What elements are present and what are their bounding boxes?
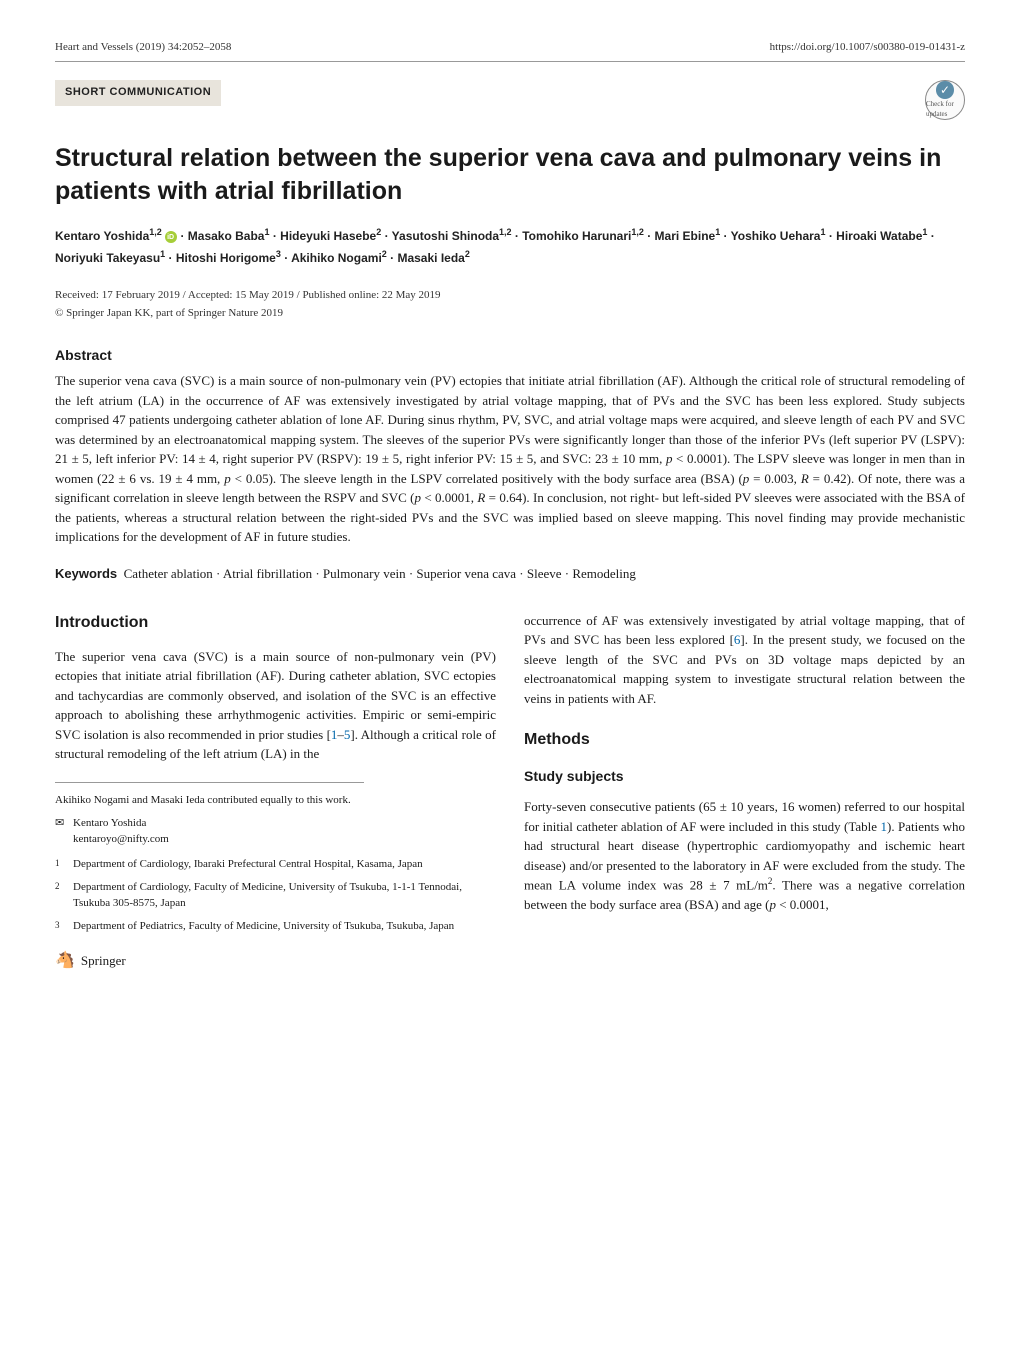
affiliation-1: 1 Department of Cardiology, Ibaraki Pref…: [55, 857, 496, 872]
footnote-divider: [55, 782, 364, 783]
right-column: occurrence of AF was extensively investi…: [524, 611, 965, 973]
affiliation-3: 3 Department of Pediatrics, Faculty of M…: [55, 919, 496, 934]
header-divider: [55, 61, 965, 62]
badge-row: SHORT COMMUNICATION ✓ Check for updates: [55, 80, 965, 120]
two-column-layout: Introduction The superior vena cava (SVC…: [55, 611, 965, 973]
doi-link[interactable]: https://doi.org/10.1007/s00380-019-01431…: [770, 40, 965, 55]
check-label: Check for updates: [926, 100, 964, 120]
copyright-line: © Springer Japan KK, part of Springer Na…: [55, 306, 965, 321]
publication-dates: Received: 17 February 2019 / Accepted: 1…: [55, 288, 965, 303]
abstract-heading: Abstract: [55, 346, 965, 366]
article-title: Structural relation between the superior…: [55, 142, 965, 207]
affil-number: 2: [55, 880, 60, 893]
corresponding-name: Kentaro Yoshida: [73, 817, 146, 829]
affil-number: 1: [55, 857, 60, 870]
author-list: Kentaro Yoshida1,2 · Masako Baba1 · Hide…: [55, 225, 965, 267]
study-subjects-heading: Study subjects: [524, 766, 965, 787]
methods-heading: Methods: [524, 728, 965, 752]
introduction-continued: occurrence of AF was extensively investi…: [524, 611, 965, 709]
article-type-badge: SHORT COMMUNICATION: [55, 80, 221, 105]
contribution-note: Akihiko Nogami and Masaki Ieda contribut…: [55, 793, 496, 808]
corresponding-author: Kentaro Yoshida kentaroyo@nifty.com: [55, 816, 496, 847]
check-icon: ✓: [936, 81, 954, 98]
introduction-paragraph: The superior vena cava (SVC) is a main s…: [55, 647, 496, 764]
study-subjects-paragraph: Forty-seven consecutive patients (65 ± 1…: [524, 797, 965, 914]
introduction-heading: Introduction: [55, 611, 496, 635]
affil-number: 3: [55, 919, 60, 932]
affil-text: Department of Pediatrics, Faculty of Med…: [73, 920, 454, 932]
keywords-label: Keywords: [55, 566, 117, 581]
affil-text: Department of Cardiology, Faculty of Med…: [73, 881, 462, 908]
keywords-line: Keywords Catheter ablation · Atrial fibr…: [55, 565, 965, 583]
publisher-name: Springer: [81, 951, 126, 971]
publisher-logo: 🐴 Springer: [55, 949, 496, 973]
affiliation-2: 2 Department of Cardiology, Faculty of M…: [55, 880, 496, 911]
abstract-body: The superior vena cava (SVC) is a main s…: [55, 371, 965, 547]
corresponding-email[interactable]: kentaroyo@nifty.com: [73, 833, 169, 845]
springer-icon: 🐴: [55, 949, 75, 973]
left-column: Introduction The superior vena cava (SVC…: [55, 611, 496, 973]
journal-citation: Heart and Vessels (2019) 34:2052–2058: [55, 40, 231, 55]
crossmark-badge[interactable]: ✓ Check for updates: [925, 80, 965, 120]
affil-text: Department of Cardiology, Ibaraki Prefec…: [73, 858, 423, 870]
page-header: Heart and Vessels (2019) 34:2052–2058 ht…: [55, 40, 965, 55]
keywords-text: Catheter ablation · Atrial fibrillation …: [124, 566, 636, 581]
